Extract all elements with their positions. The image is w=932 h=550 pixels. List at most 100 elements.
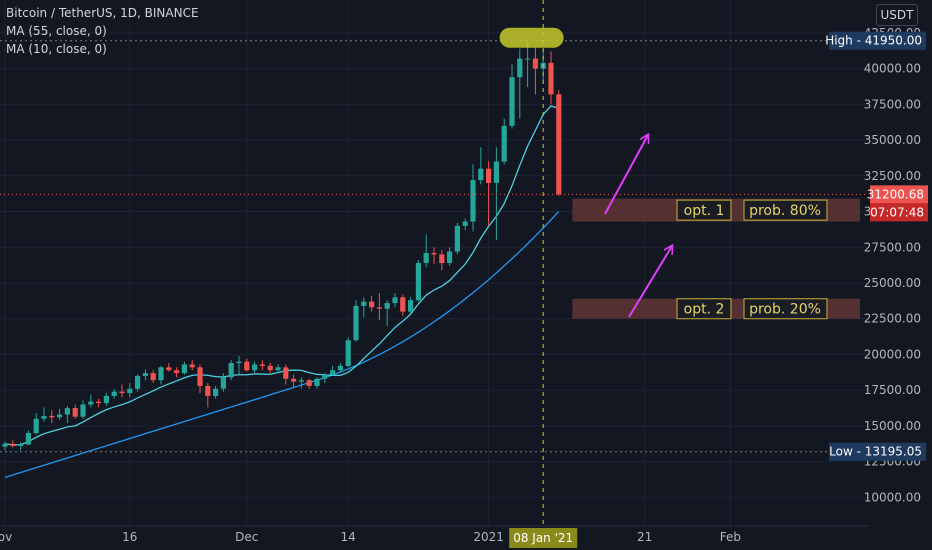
candle-body [454, 225, 460, 252]
candle-body [220, 377, 226, 389]
price-tick-label: 17500.00 [864, 383, 921, 397]
annotations [0, 0, 868, 526]
price-tick-label: 40000.00 [864, 62, 921, 76]
time-axis: ov 16 Dec 14 2021 21 Feb 08 Jan '21 [0, 525, 868, 548]
price-axis: 10000.0012500.0015000.0017500.0020000.00… [825, 0, 932, 550]
candle-body [49, 415, 55, 418]
candle-body [88, 401, 94, 405]
option-label: opt. 1 [684, 203, 725, 219]
candle-body [322, 374, 328, 379]
price-tick-label: 35000.00 [864, 133, 921, 147]
time-tick-label: 14 [341, 530, 356, 544]
candle-body [447, 251, 453, 263]
candle-body [181, 364, 187, 374]
option-prob: prob. 80% [749, 203, 821, 219]
last-price-tag-bg [870, 185, 928, 204]
price-tick-label: 27500.00 [864, 240, 921, 254]
candle-body [470, 180, 476, 222]
candle-body [228, 363, 234, 378]
option-prob: prob. 20% [749, 302, 821, 318]
last-price-tag: 31200.68 [867, 187, 924, 201]
candle-body [166, 367, 172, 371]
candle-body [283, 367, 289, 379]
candle-body [10, 443, 16, 446]
candle-body [353, 305, 359, 341]
option-zones: opt. 1 prob. 80% opt. 2 prob. 20% [572, 198, 860, 320]
candle-body [478, 168, 484, 181]
candle-body [400, 297, 406, 312]
arrow-opt2 [628, 246, 672, 318]
candle-body [267, 365, 273, 371]
currency-button[interactable]: USDT [876, 4, 918, 26]
price-tick-label: 22500.00 [864, 312, 921, 326]
candle-body [415, 263, 421, 301]
candle-body [423, 252, 429, 263]
option-prob-box [743, 199, 828, 221]
candle-body [298, 380, 304, 382]
candle-body [486, 168, 492, 183]
option-label-box [676, 298, 732, 320]
option-prob-box [743, 298, 828, 320]
countdown-bg [870, 203, 928, 222]
grid-lines [0, 0, 868, 526]
price-tick-label: 15000.00 [864, 419, 921, 433]
candle-body [330, 370, 336, 375]
candle-body [111, 391, 117, 396]
time-tick-label: ov [0, 530, 12, 544]
candle-body [501, 125, 507, 162]
ma10-path [4, 105, 560, 446]
candle-body [119, 391, 125, 394]
candle-body [306, 380, 312, 386]
symbol-title: Bitcoin / TetherUS, 1D, BINANCE [6, 6, 199, 20]
candle-body [41, 415, 47, 419]
candle-body [431, 252, 437, 255]
candle-body [158, 367, 164, 381]
candle-body [392, 297, 398, 304]
option-label: opt. 2 [684, 302, 725, 318]
candle-body [337, 365, 343, 371]
candle-body [103, 395, 109, 404]
candle-body [376, 307, 382, 309]
time-tick-label: 21 [637, 530, 652, 544]
candle-body [135, 375, 141, 389]
candle-body [244, 361, 250, 371]
candle-body [556, 94, 562, 195]
candle-body [493, 161, 499, 183]
candle-body [259, 364, 265, 366]
candle-body [57, 414, 63, 418]
candle-body [80, 404, 86, 417]
candle-body [314, 378, 320, 386]
price-tick-label: 32500.00 [864, 169, 921, 183]
indicator-ma10-label: MA (10, close, 0) [6, 42, 107, 56]
candles [2, 40, 562, 451]
candle-body [462, 221, 468, 226]
high-price-tag: High - 41950.00 [825, 34, 922, 48]
price-tick-label: 10000.00 [864, 490, 921, 504]
candle-body [525, 58, 531, 60]
candle-body [189, 364, 195, 368]
candle-body [291, 378, 297, 382]
candle-body [236, 361, 242, 364]
indicator-ma55-label: MA (55, close, 0) [6, 24, 107, 38]
candle-body [384, 303, 390, 309]
low-price-tag: Low - 13195.05 [829, 445, 922, 459]
crosshair-date-label: 08 Jan '21 [513, 531, 573, 545]
ma10-line [4, 105, 560, 446]
countdown-label: 07:07:48 [870, 205, 924, 219]
candle-body [197, 367, 203, 386]
candle-body [205, 385, 211, 396]
candle-body [361, 301, 367, 306]
candle-body [439, 254, 445, 263]
time-tick-label: 16 [122, 530, 137, 544]
candle-body [64, 408, 70, 415]
candle-body [174, 370, 180, 374]
candle-body [517, 58, 523, 78]
chart-legend: Bitcoin / TetherUS, 1D, BINANCE MA (55, … [6, 4, 199, 58]
option-label-box [676, 199, 732, 221]
arrow-opt1 [604, 135, 648, 215]
candle-body [18, 444, 24, 446]
candle-body [345, 340, 351, 366]
candle-body [408, 300, 414, 312]
price-tick-label: 25000.00 [864, 276, 921, 290]
